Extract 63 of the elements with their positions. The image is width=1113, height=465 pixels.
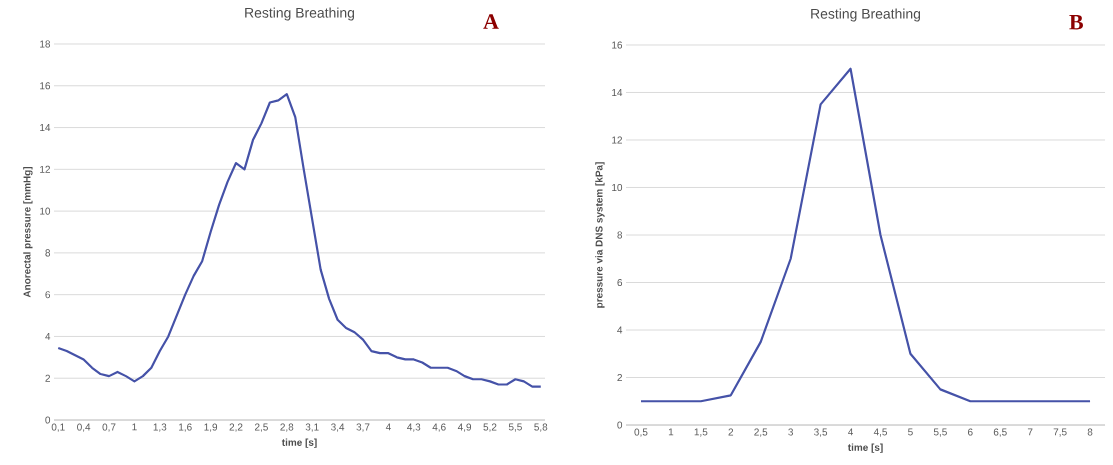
y-tick-label: 4 xyxy=(617,326,623,334)
x-tick-label: 3,5 xyxy=(814,428,828,437)
x-tick-label: 3,7 xyxy=(356,423,370,432)
y-tick-label: 6 xyxy=(617,278,623,287)
x-tick-label: 6,5 xyxy=(993,428,1007,437)
x-tick-label: 3 xyxy=(788,428,794,436)
y-tick-label: 4 xyxy=(45,333,51,340)
chart-title: Resting Breathing xyxy=(245,7,355,21)
x-tick-label: 1,5 xyxy=(694,428,708,437)
y-tick-label: 6 xyxy=(45,291,51,299)
x-tick-label: 4 xyxy=(385,423,391,431)
y-tick-label: 16 xyxy=(40,82,51,90)
x-tick-label: 4 xyxy=(848,428,854,436)
x-tick-label: 5,8 xyxy=(534,423,548,432)
x-tick-label: 1 xyxy=(668,428,674,436)
chart-title: Resting Breathing xyxy=(811,8,921,22)
x-axis-title: time [s] xyxy=(281,438,317,448)
x-tick-label: 1,9 xyxy=(204,423,218,432)
y-tick-label: 18 xyxy=(40,40,51,48)
x-tick-label: 5,5 xyxy=(933,428,947,437)
text: B xyxy=(1069,14,1083,30)
y-axis-title: pressure via DNS system [kPa] xyxy=(595,162,605,308)
x-tick-label: 2 xyxy=(728,428,734,436)
x-tick-label: 3,4 xyxy=(331,423,345,432)
x-tick-label: 1,3 xyxy=(153,423,167,432)
y-tick-label: 10 xyxy=(40,207,51,215)
x-tick-label: 4,5 xyxy=(873,428,887,437)
y-tick-label: 8 xyxy=(45,249,51,257)
y-tick-label: 2 xyxy=(45,374,50,382)
text: A xyxy=(483,14,499,29)
y-tick-label: 8 xyxy=(617,231,623,239)
x-tick-label: 1 xyxy=(132,423,137,431)
x-tick-label: 0,5 xyxy=(634,428,648,437)
x-tick-label: 8 xyxy=(1087,428,1093,436)
x-tick-label: 5,5 xyxy=(508,423,522,432)
y-tick-label: 10 xyxy=(612,183,623,192)
x-tick-label: 2,8 xyxy=(280,423,294,432)
y-tick-label: 12 xyxy=(612,136,622,144)
y-tick-label: 14 xyxy=(612,89,623,96)
y-tick-label: 2 xyxy=(617,374,622,381)
x-tick-label: 0,4 xyxy=(77,423,91,432)
x-tick-label: 2,5 xyxy=(754,428,768,437)
x-tick-label: 3,1 xyxy=(305,423,319,432)
x-tick-label: 1,6 xyxy=(179,423,192,432)
x-tick-label: 2,2 xyxy=(229,423,243,432)
y-axis-title: Anorectal pressure [mmHg] xyxy=(23,166,33,298)
x-tick-label: 6 xyxy=(968,428,973,436)
x-tick-label: 4,9 xyxy=(457,423,472,432)
x-tick-label: 0,7 xyxy=(102,423,116,432)
x-tick-label: 5,2 xyxy=(483,423,497,432)
x-tick-label: 5 xyxy=(908,428,913,436)
x-tick-label: 4,3 xyxy=(407,423,421,432)
x-tick-label: 2,5 xyxy=(254,423,268,432)
y-tick-label: 12 xyxy=(40,165,50,173)
x-tick-label: 7,5 xyxy=(1053,428,1067,437)
y-tick-label: 14 xyxy=(40,124,51,131)
x-axis-title: time [s] xyxy=(847,443,883,453)
y-tick-label: 16 xyxy=(612,41,623,49)
x-tick-label: 0,1 xyxy=(51,423,65,432)
y-tick-label: 0 xyxy=(617,421,623,429)
x-tick-label: 4,6 xyxy=(432,423,446,432)
y-tick-label: 0 xyxy=(45,416,51,424)
x-tick-label: 7 xyxy=(1027,428,1033,436)
